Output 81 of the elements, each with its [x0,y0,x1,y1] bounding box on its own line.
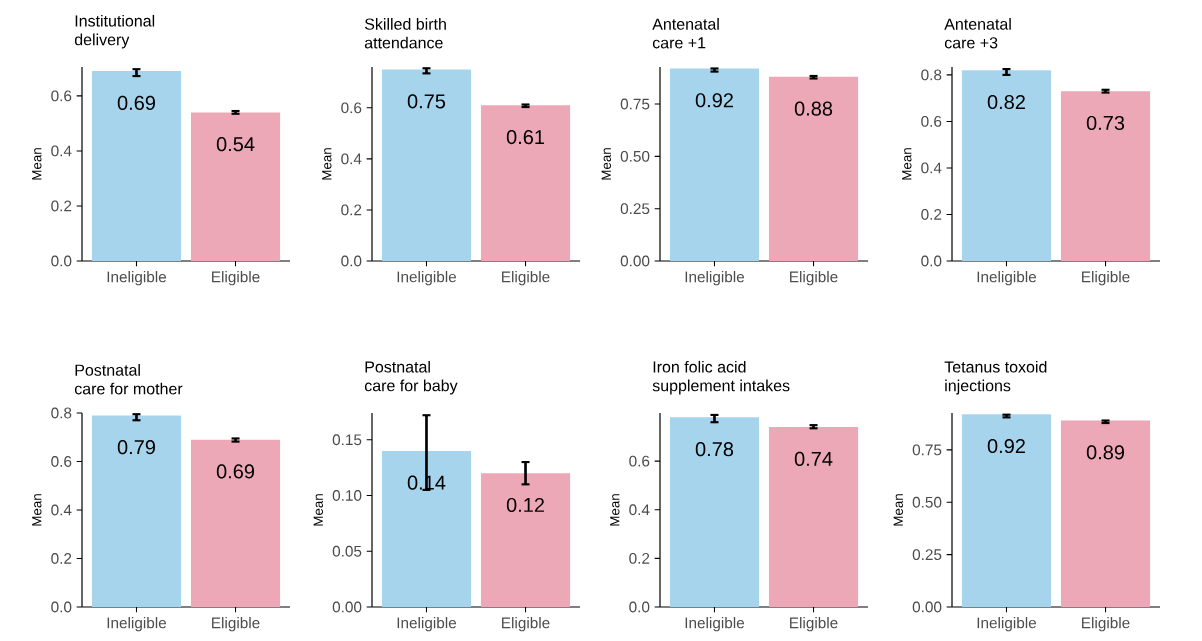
x-tick-label: Eligible [790,617,838,632]
y-tick-label: 0.50 [620,150,650,162]
y-axis-title: Mean [32,494,42,526]
chart-title: Skilled birth attendance [364,18,446,49]
data-label: 0.69 [117,95,155,110]
x-tick-label: Eligible [502,617,550,632]
x-tick-label: Eligible [790,271,838,286]
y-axis-title: Mean [610,494,620,526]
y-tick-label: 0.2 [629,552,650,564]
y-tick-label: 0.4 [341,153,362,165]
x-tick-label: Eligible [212,271,260,286]
x-tick-label: Ineligible [977,271,1037,286]
data-label: 0.92 [695,93,733,108]
x-tick-label: Ineligible [397,271,457,286]
y-tick-label: 0.05 [332,545,362,557]
x-tick-label: Eligible [1082,617,1130,632]
y-tick-label: 0.25 [620,203,650,215]
y-tick-label: 0.2 [51,200,72,212]
y-tick-label: 0.15 [332,434,362,446]
y-axis-title: Mean [322,148,332,180]
y-tick-label: 0.6 [51,90,72,102]
y-tick-label: 0.00 [912,601,942,613]
y-tick-label: 0.6 [921,115,942,127]
x-tick-label: Ineligible [977,617,1037,632]
y-tick-label: 0.50 [912,496,942,508]
y-tick-label: 0.8 [51,407,72,419]
y-tick-label: 0.0 [629,601,650,613]
y-tick-label: 0.4 [921,162,942,174]
x-tick-label: Eligible [212,617,260,632]
y-axis-title: Mean [601,148,611,180]
x-tick-label: Ineligible [397,617,457,632]
data-label: 0.89 [1086,445,1125,460]
data-label: 0.73 [1086,115,1125,131]
data-label: 0.69 [216,464,255,479]
y-tick-label: 0.4 [629,504,650,516]
x-tick-label: Ineligible [107,271,167,286]
x-tick-label: Ineligible [685,617,745,632]
y-tick-label: 0.2 [341,204,362,216]
x-tick-label: Ineligible [685,271,745,286]
chart-title: Institutional delivery [74,14,155,49]
data-label: 0.88 [794,101,833,116]
y-tick-label: 0.6 [51,456,72,467]
y-tick-label: 0.75 [912,444,942,456]
data-label: 0.74 [794,451,833,466]
y-tick-label: 0.0 [51,255,72,267]
x-tick-label: Eligible [1082,271,1130,286]
y-tick-label: 0.00 [620,255,650,267]
y-axis-title: Mean [32,148,42,180]
y-tick-label: 0.4 [51,145,72,157]
chart-title: Antenatal care +1 [652,18,719,49]
y-axis-title: Mean [902,148,912,180]
y-tick-label: 0.00 [332,601,362,613]
y-tick-label: 0.2 [921,209,942,220]
data-label: 0.75 [407,94,446,109]
y-tick-label: 0.0 [341,255,362,267]
data-label: 0.82 [987,94,1025,110]
data-label: 0.61 [506,129,545,145]
y-tick-label: 0.4 [51,504,72,516]
y-tick-label: 0.6 [341,102,362,114]
y-tick-label: 0.6 [629,455,650,467]
y-axis-title: Mean [313,494,323,526]
data-label: 0.92 [987,438,1025,454]
x-tick-label: Ineligible [107,617,167,632]
y-tick-label: 0.10 [332,490,362,501]
y-axis-title: Mean [893,494,903,526]
data-label: 0.54 [216,137,255,152]
chart-title: Tetanus toxoid injections [944,360,1047,395]
data-label: 0.78 [695,442,734,457]
y-tick-label: 0.0 [51,601,72,613]
y-tick-label: 0.8 [921,69,942,81]
y-tick-label: 0.75 [620,98,650,110]
data-label: 0.12 [506,497,544,513]
chart-title: Postnatal care for mother [74,364,183,395]
x-tick-label: Eligible [502,271,550,286]
chart-title: Iron folic acid supplement intakes [652,360,790,395]
y-tick-label: 0.25 [912,549,942,561]
chart-title: Antenatal care +3 [944,18,1011,49]
y-tick-label: 0.2 [51,553,72,564]
y-tick-label: 0.0 [921,255,942,267]
data-label: 0.79 [117,440,155,455]
chart-title: Postnatal care for baby [364,360,458,395]
